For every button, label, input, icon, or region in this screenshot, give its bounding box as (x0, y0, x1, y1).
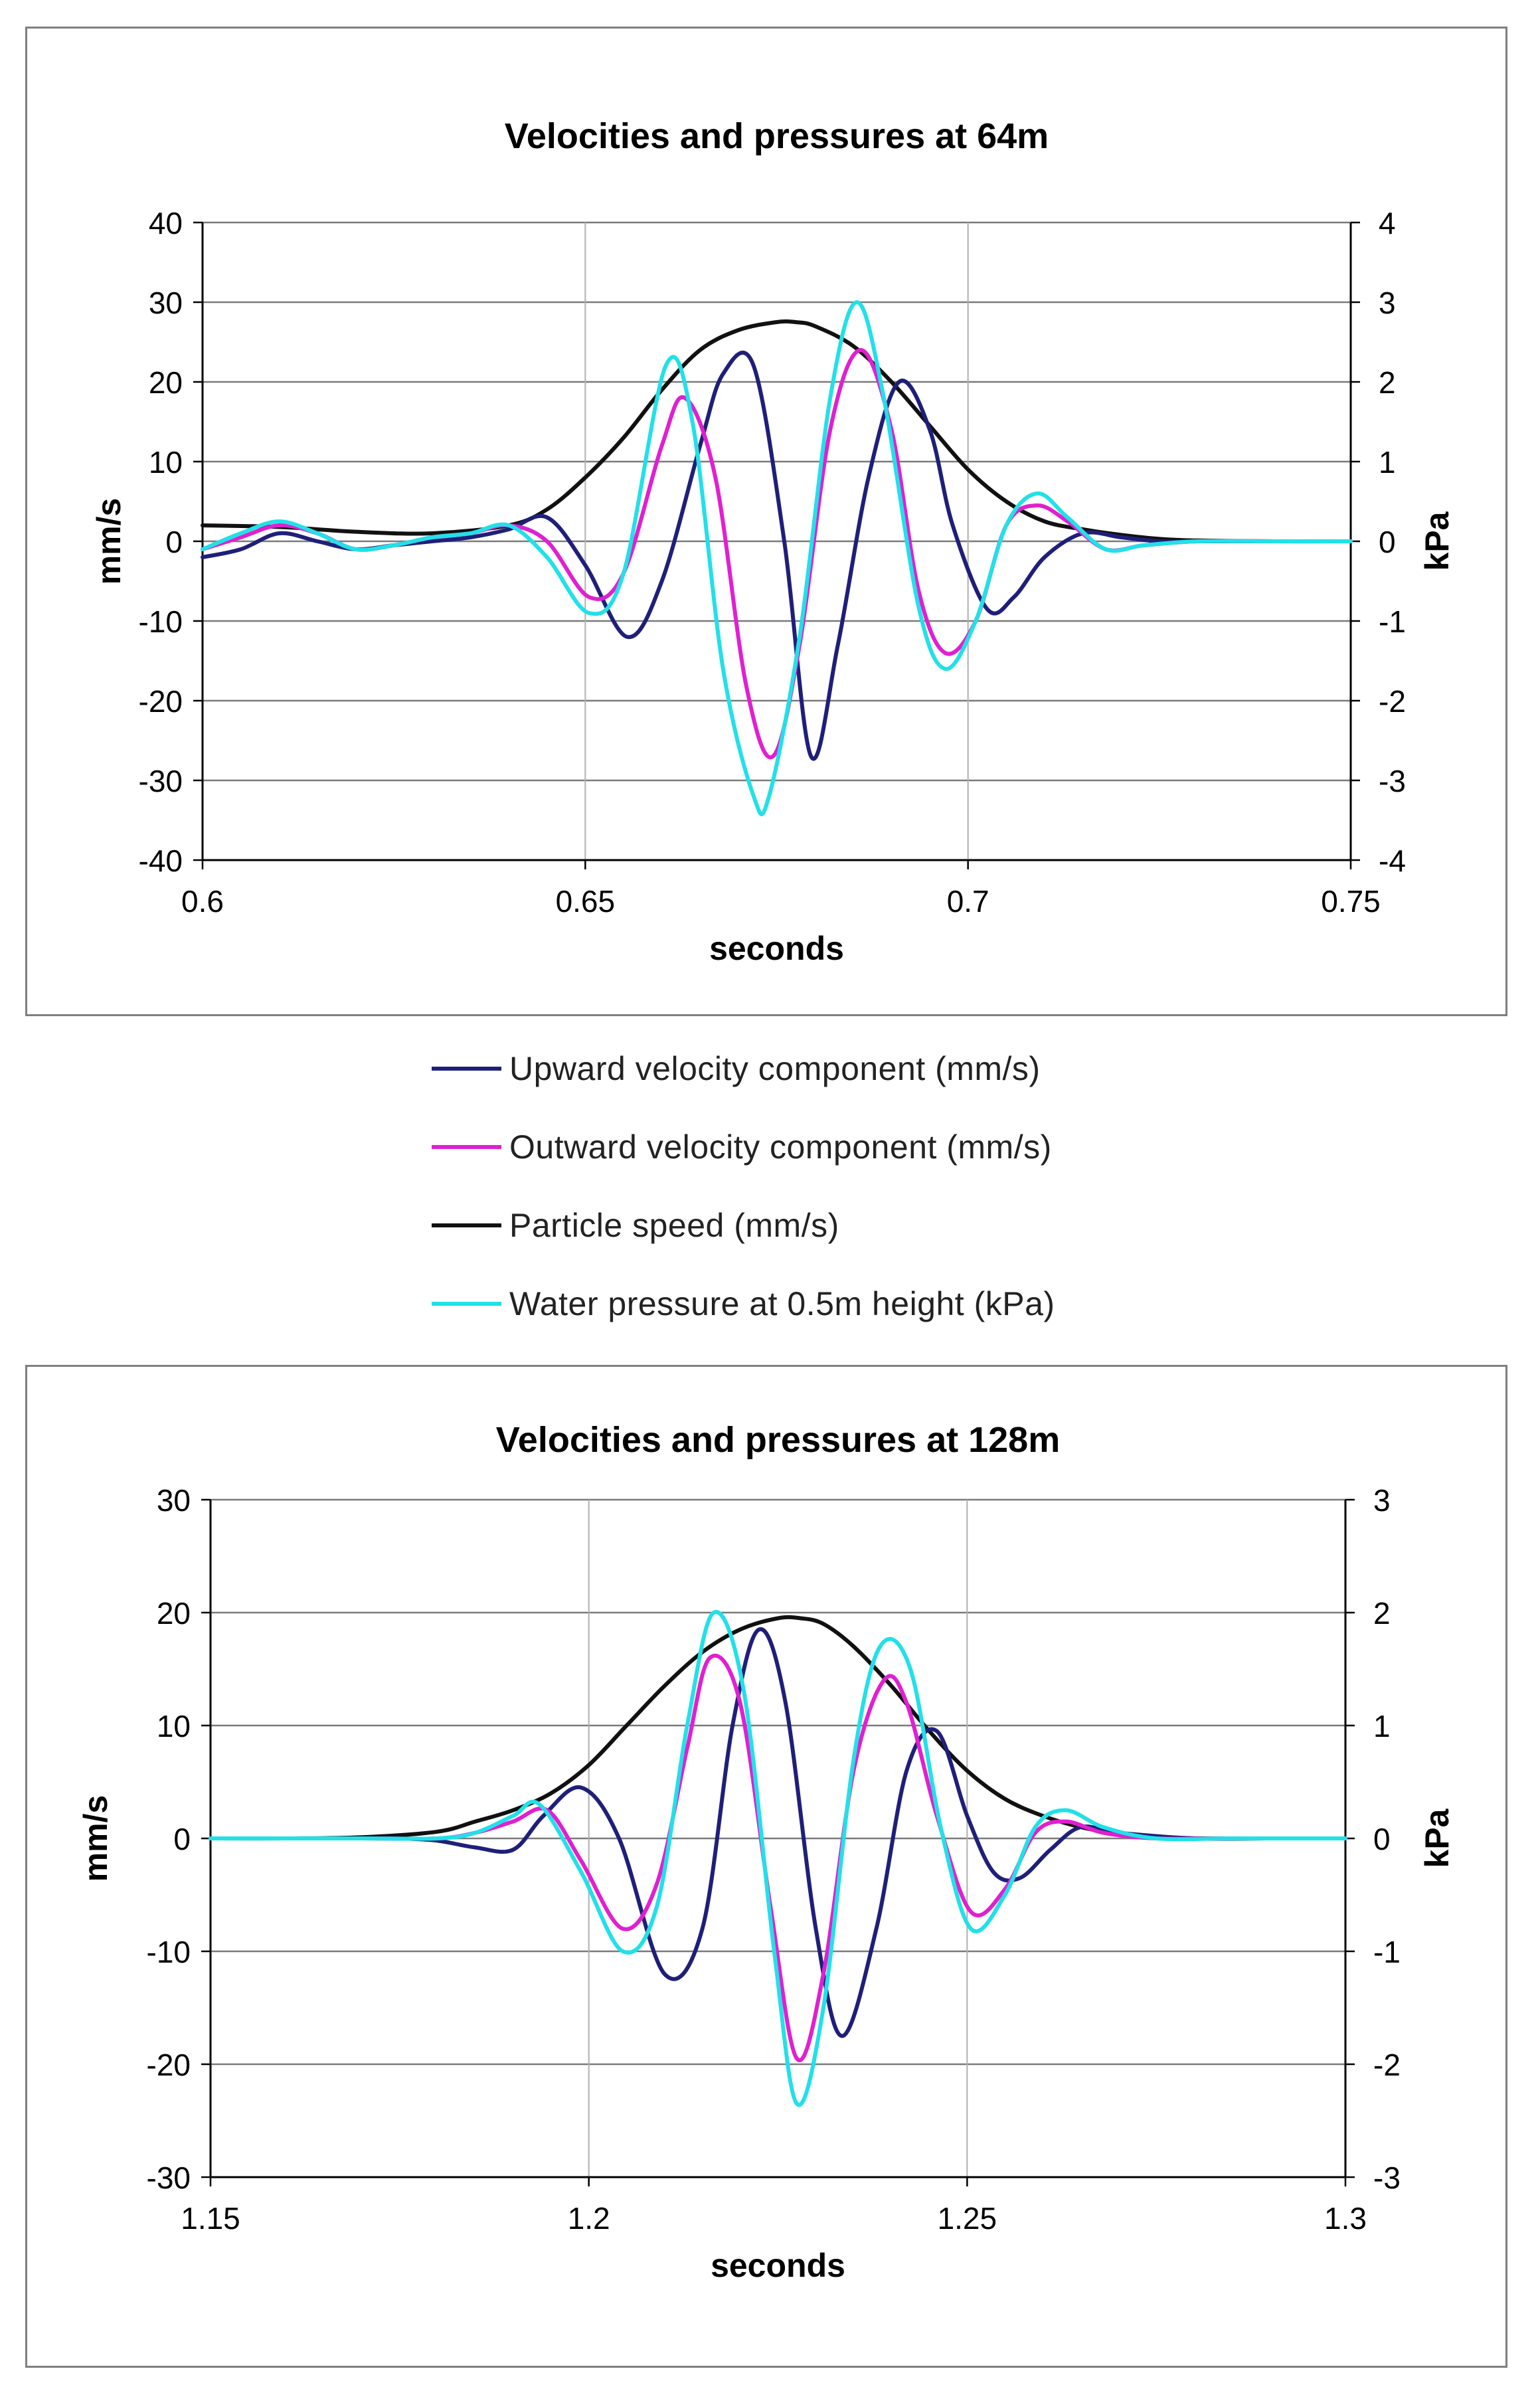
legend-item-pressure: Water pressure at 0.5m height (kPa) (432, 1265, 1295, 1343)
chart-128m: Velocities and pressures at 128m3020100-… (77, 1420, 1456, 2284)
y2-tick-label: 0 (1379, 525, 1396, 559)
series-line-pressure (209, 1610, 1347, 2107)
y-tick-label: 0 (165, 525, 183, 559)
legend-label-outward: Outward velocity component (mm/s) (509, 1128, 1052, 1166)
chart-panel-128m: Velocities and pressures at 128m 30 20 10 0-… (25, 1365, 1507, 2368)
y2-tick-label: 0 (1373, 1822, 1391, 1856)
y2-tick-label: -1 (1379, 604, 1406, 639)
y2-tick-label: -4 (1379, 843, 1406, 878)
y-tick-label: 10 (149, 445, 183, 480)
series-line-speed (209, 1615, 1347, 1841)
y2-tick-label: -3 (1379, 764, 1406, 798)
x-axis-label: seconds (711, 2247, 845, 2284)
chart-title: Velocities and pressures at 64m (505, 116, 1049, 156)
x-axis-label: seconds (709, 930, 844, 967)
y-tick-label: -20 (147, 2048, 191, 2082)
y-tick-label: 20 (149, 365, 183, 400)
legend-swatch-outward (432, 1145, 501, 1149)
y2-tick-label: -2 (1379, 684, 1406, 719)
y-tick-label: -20 (139, 684, 183, 719)
x-tick-label: 0.75 (1321, 884, 1381, 919)
legend-item-upward: Upward velocity component (mm/s) (432, 1029, 1295, 1108)
y2-tick-label: -3 (1373, 2161, 1401, 2195)
y2-tick-label: -2 (1373, 2048, 1401, 2082)
y-tick-label: 30 (157, 1483, 191, 1518)
y-axis-label: mm/s (77, 1795, 114, 1882)
legend-swatch-pressure (432, 1302, 501, 1306)
x-tick-label: 1.3 (1324, 2201, 1367, 2236)
y2-tick-label: 3 (1379, 286, 1396, 320)
series-line-outward (201, 348, 1353, 760)
chart-panel-64m: Velocities and pressures at 64m 40 30 20 10 0… (25, 27, 1507, 1016)
legend-label-pressure: Water pressure at 0.5m height (kPa) (509, 1285, 1055, 1322)
y-tick-label: -40 (139, 843, 183, 878)
y2-tick-label: 4 (1379, 206, 1396, 240)
y2-tick-label: 1 (1379, 445, 1396, 480)
y2-tick-label: 2 (1373, 1596, 1391, 1631)
y2-tick-label: 2 (1379, 365, 1396, 400)
legend-item-speed: Particle speed (mm/s) (432, 1186, 1295, 1265)
legend-label-speed: Particle speed (mm/s) (509, 1207, 839, 1244)
y2-tick-label: -1 (1373, 1935, 1401, 1969)
y2-axis-label: kPa (1418, 1808, 1456, 1868)
x-tick-label: 1.25 (938, 2201, 997, 2236)
y-tick-label: 40 (149, 206, 183, 240)
y-tick-label: 20 (157, 1596, 191, 1631)
y2-tick-label: 3 (1373, 1483, 1391, 1518)
y-tick-label: -10 (139, 604, 183, 639)
y-tick-label: 0 (173, 1822, 191, 1856)
x-tick-label: 0.7 (947, 884, 989, 919)
series-line-outward (209, 1653, 1347, 2062)
x-tick-label: 1.2 (568, 2201, 610, 2236)
chart-legend: Upward velocity component (mm/s) Outward… (432, 1029, 1295, 1343)
legend-swatch-speed (432, 1223, 501, 1227)
y-tick-label: 30 (149, 286, 183, 320)
x-tick-label: 1.15 (181, 2201, 240, 2236)
x-tick-label: 0.6 (181, 884, 224, 919)
y-tick-label: -30 (147, 2161, 191, 2195)
series-line-upward (201, 351, 1353, 761)
series-line-pressure (201, 300, 1353, 816)
y2-axis-label: kPa (1418, 511, 1456, 571)
series-line-speed (201, 319, 1353, 544)
chart-64m: Velocities and pressures at 64m403020100… (90, 116, 1456, 967)
y-axis-label: mm/s (90, 498, 128, 585)
legend-item-outward: Outward velocity component (mm/s) (432, 1108, 1295, 1186)
y-tick-label: 10 (157, 1709, 191, 1743)
legend-swatch-upward (432, 1067, 501, 1071)
y-tick-label: -10 (147, 1935, 191, 1969)
y-tick-label: -30 (139, 764, 183, 798)
chart-title: Velocities and pressures at 128m (496, 1420, 1060, 1460)
y2-tick-label: 1 (1373, 1709, 1391, 1743)
x-tick-label: 0.65 (556, 884, 616, 919)
legend-label-upward: Upward velocity component (mm/s) (509, 1050, 1041, 1087)
series-line-upward (209, 1627, 1347, 2038)
